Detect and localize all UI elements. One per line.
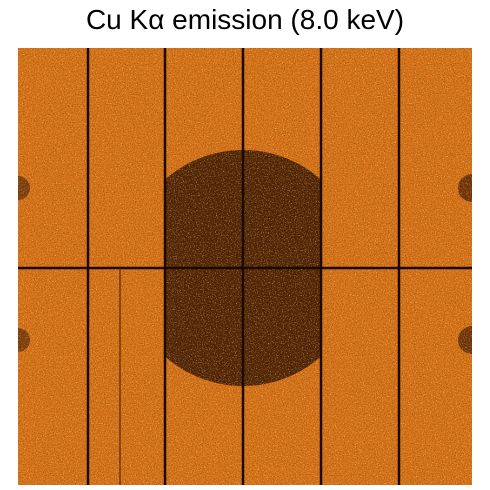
map-area <box>6 48 486 485</box>
emission-map <box>0 0 490 490</box>
page: Cu Kα emission (8.0 keV) <box>0 0 490 490</box>
speckle-dark <box>18 48 472 485</box>
